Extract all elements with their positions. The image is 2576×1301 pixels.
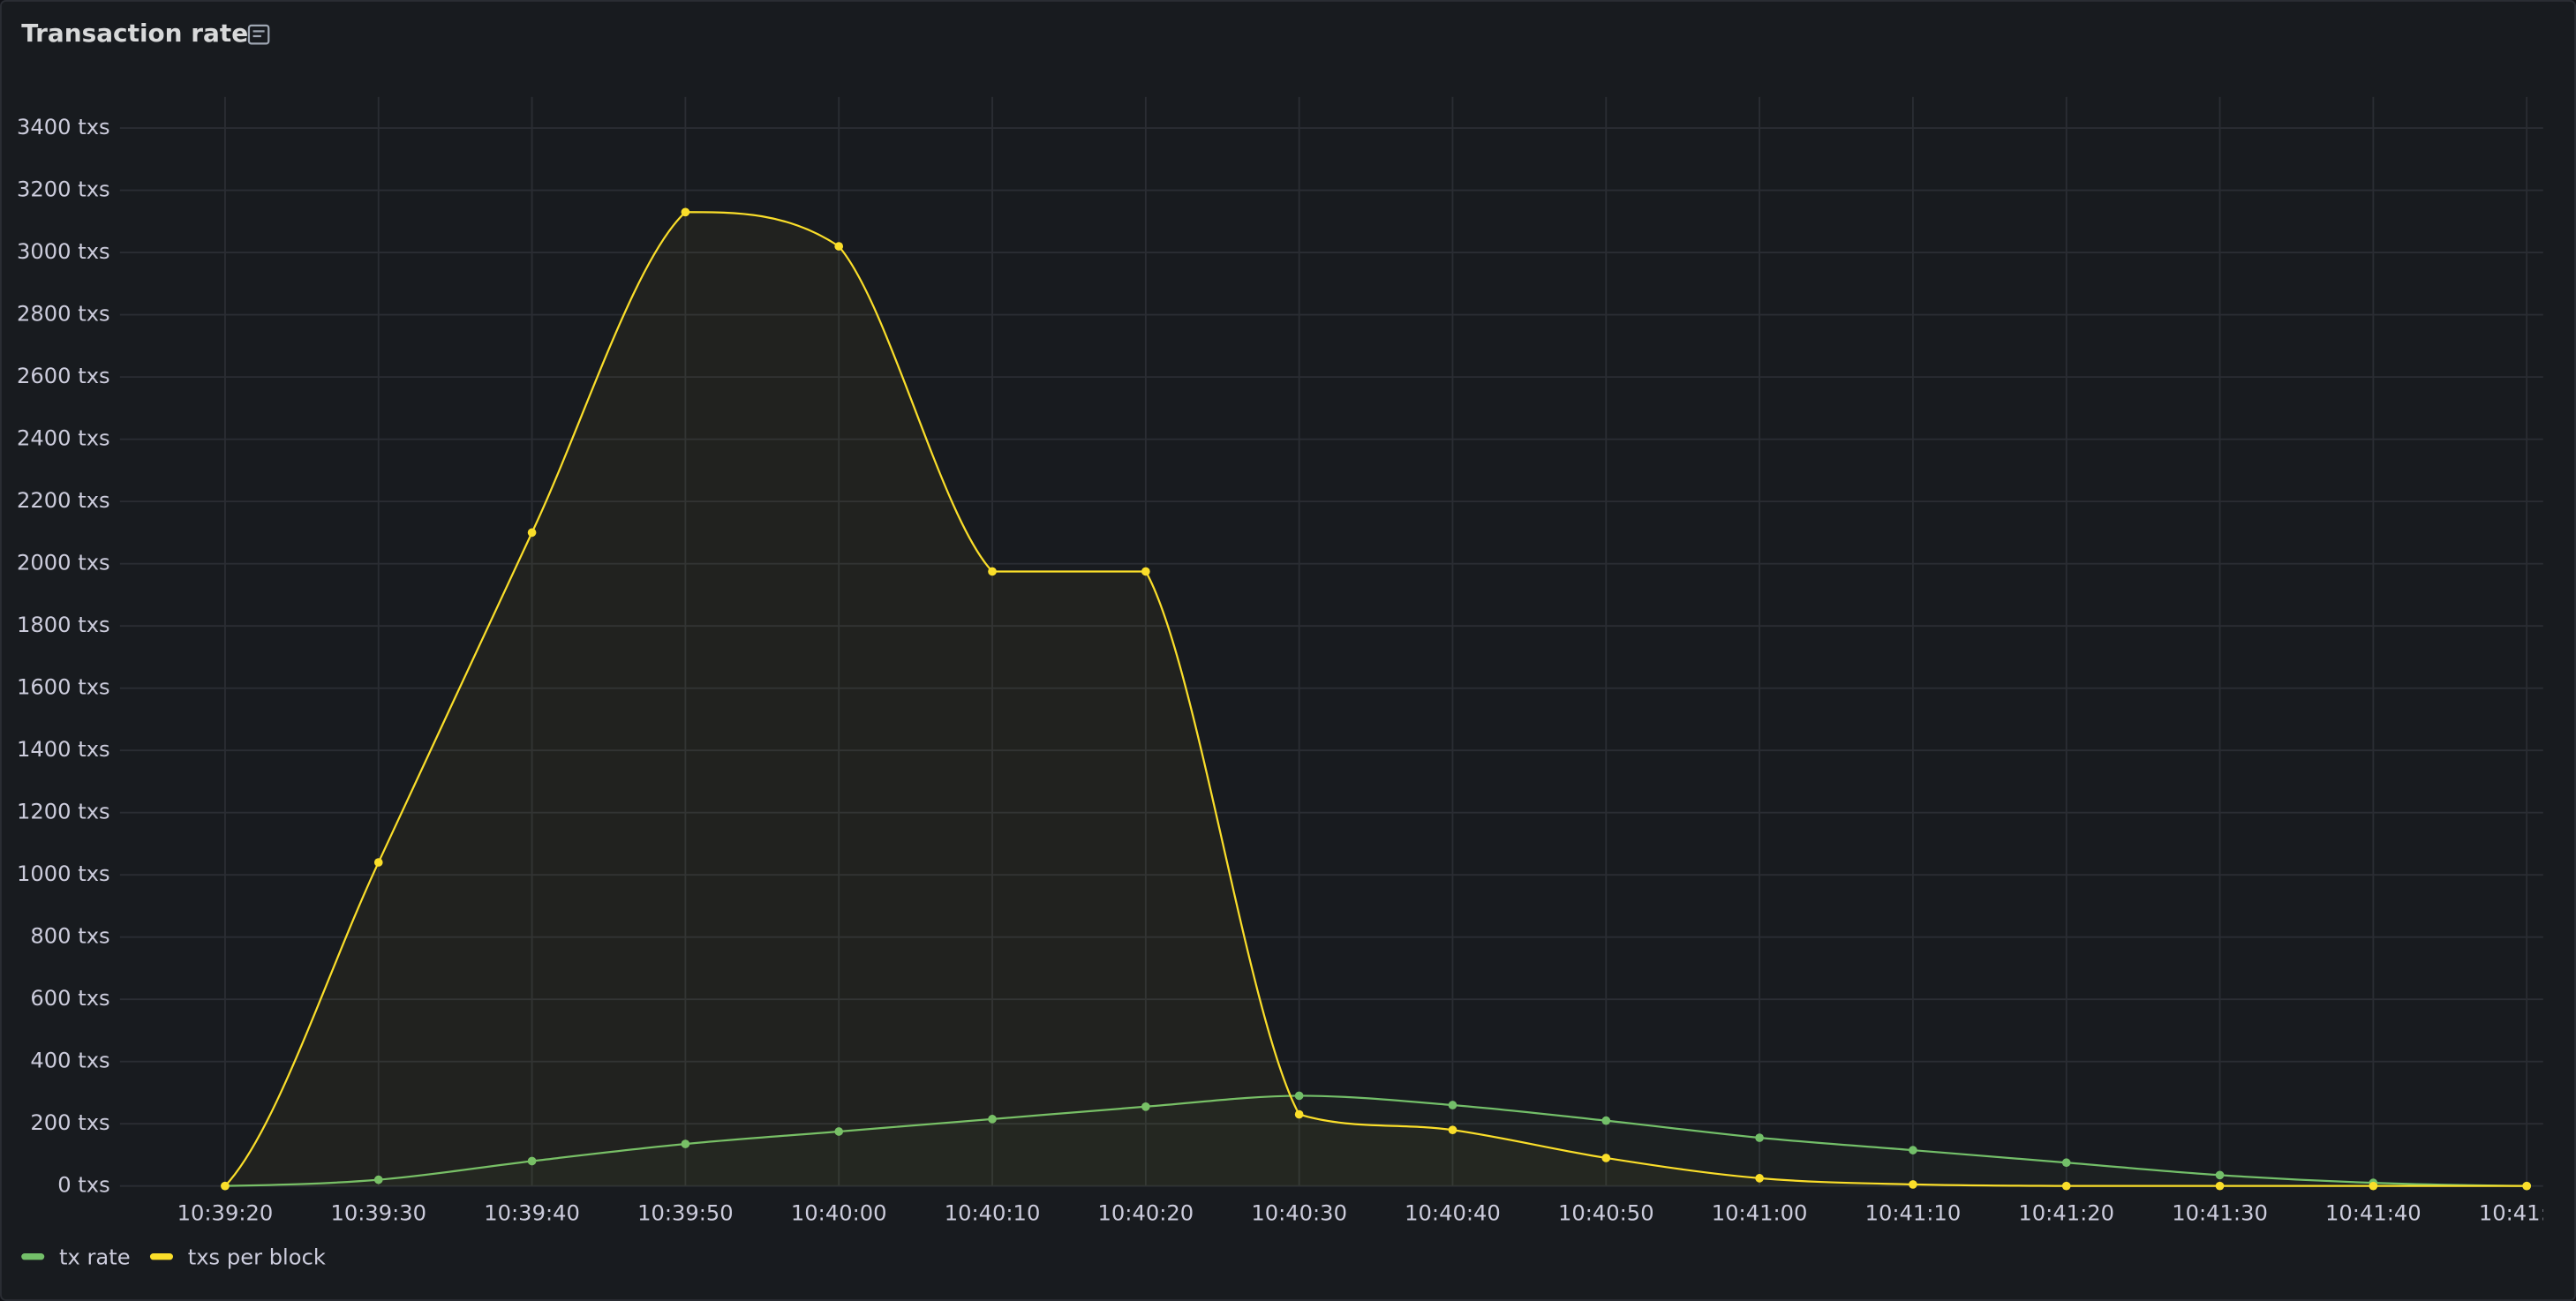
y-tick-label: 800 txs xyxy=(30,924,109,949)
data-point xyxy=(1909,1146,1917,1154)
x-tick-label: 10:41:20 xyxy=(2018,1200,2114,1225)
x-tick-label: 10:39:20 xyxy=(177,1200,274,1225)
y-tick-label: 3200 txs xyxy=(17,177,110,202)
data-point xyxy=(988,567,997,576)
data-point xyxy=(2061,1158,2071,1168)
y-tick-label: 200 txs xyxy=(30,1110,109,1135)
data-point xyxy=(1294,1109,1304,1119)
data-point xyxy=(2369,1181,2378,1191)
data-point xyxy=(1601,1116,1611,1125)
data-point xyxy=(1141,1102,1150,1111)
x-tick-label: 10:40:00 xyxy=(791,1200,887,1225)
legend-item[interactable]: txs per block xyxy=(149,1245,326,1270)
y-tick-label: 2200 txs xyxy=(17,488,110,513)
legend-swatch xyxy=(149,1252,174,1260)
y-tick-label: 1400 txs xyxy=(17,737,110,762)
y-tick-label: 3400 txs xyxy=(17,115,110,139)
series-area xyxy=(224,1095,2527,1186)
y-tick-label: 0 txs xyxy=(57,1173,109,1198)
data-point xyxy=(2522,1181,2532,1191)
data-point xyxy=(1448,1125,1457,1135)
data-point xyxy=(2061,1181,2071,1191)
y-tick-label: 2800 txs xyxy=(17,302,110,327)
data-point xyxy=(1755,1133,1764,1142)
y-tick-label: 1800 txs xyxy=(17,613,110,637)
x-tick-label: 10:40:40 xyxy=(1405,1200,1501,1225)
y-tick-label: 1600 txs xyxy=(17,675,110,700)
x-tick-label: 10:39:30 xyxy=(330,1200,426,1225)
data-point xyxy=(1755,1174,1764,1183)
x-tick-label: 10:40:30 xyxy=(1251,1200,1347,1225)
x-tick-label: 10:40:20 xyxy=(1098,1200,1194,1225)
x-tick-label: 10:41:10 xyxy=(1865,1200,1962,1225)
y-tick-label: 1000 txs xyxy=(17,861,110,886)
data-point xyxy=(2215,1170,2225,1180)
data-point xyxy=(2215,1181,2225,1191)
data-point xyxy=(527,528,537,538)
y-tick-label: 400 txs xyxy=(30,1049,109,1073)
legend-swatch xyxy=(21,1252,45,1260)
data-point xyxy=(373,1175,383,1184)
x-tick-label: 10:40:10 xyxy=(945,1200,1041,1225)
clip-group: 10:39:20 10:39:30 10:39:40 10:39:50 10:40:00… xyxy=(177,1200,2575,1225)
y-tick-label: 2400 txs xyxy=(17,426,110,451)
x-tick-label: 10:41:50 xyxy=(2479,1200,2575,1225)
y-tick-label: 600 txs xyxy=(30,986,109,1011)
legend-label: tx rate xyxy=(59,1245,131,1270)
description-icon[interactable] xyxy=(247,24,270,45)
x-tick-label: 10:39:50 xyxy=(637,1200,734,1225)
series-line xyxy=(224,1094,2527,1187)
data-point xyxy=(1909,1180,1917,1189)
y-tick-label: 2000 txs xyxy=(17,551,110,575)
data-point xyxy=(834,242,844,251)
panel-title: Transaction rate xyxy=(21,19,248,48)
data-point xyxy=(988,1115,997,1124)
x-tick-label: 10:41:30 xyxy=(2172,1200,2268,1225)
data-point xyxy=(1141,567,1150,576)
data-point xyxy=(527,1156,537,1166)
plot-area: 10:39:20 10:39:30 10:39:40 10:39:50 10:40:00… xyxy=(17,96,2575,1270)
data-point xyxy=(1601,1154,1611,1162)
data-point xyxy=(1294,1091,1304,1101)
legend-item[interactable]: tx rate xyxy=(21,1245,131,1270)
series-area xyxy=(224,212,2527,1186)
legend-label: txs per block xyxy=(188,1245,326,1270)
data-point xyxy=(681,207,690,217)
data-point xyxy=(1448,1101,1457,1109)
data-point xyxy=(834,1127,844,1136)
data-point xyxy=(221,1181,230,1191)
data-point xyxy=(681,1139,690,1148)
x-tick-label: 10:39:40 xyxy=(484,1200,580,1225)
data-point xyxy=(373,858,383,867)
x-tick-label: 10:41:40 xyxy=(2325,1200,2422,1225)
x-tick-label: 10:41:00 xyxy=(1712,1200,1808,1225)
y-tick-label: 3000 txs xyxy=(17,239,110,264)
x-tick-label: 10:40:50 xyxy=(1558,1200,1654,1225)
y-tick-label: 1200 txs xyxy=(17,800,110,824)
y-tick-label: 2600 txs xyxy=(17,364,110,388)
